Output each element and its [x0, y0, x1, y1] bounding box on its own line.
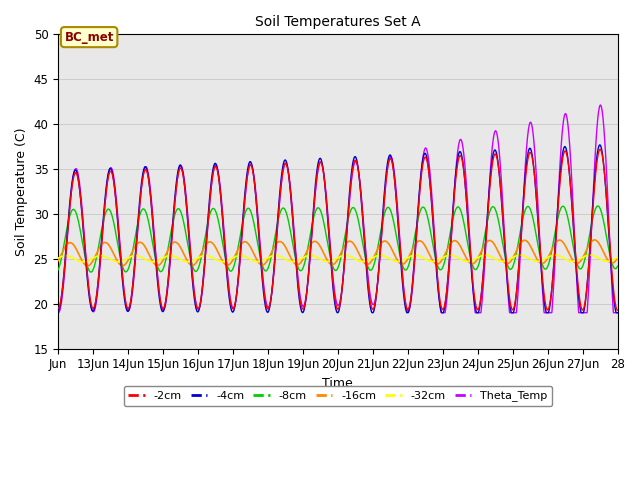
Text: BC_met: BC_met [65, 31, 114, 44]
X-axis label: Time: Time [323, 377, 353, 390]
Y-axis label: Soil Temperature (C): Soil Temperature (C) [15, 127, 28, 256]
Title: Soil Temperatures Set A: Soil Temperatures Set A [255, 15, 420, 29]
Legend: -2cm, -4cm, -8cm, -16cm, -32cm, Theta_Temp: -2cm, -4cm, -8cm, -16cm, -32cm, Theta_Te… [124, 386, 552, 406]
